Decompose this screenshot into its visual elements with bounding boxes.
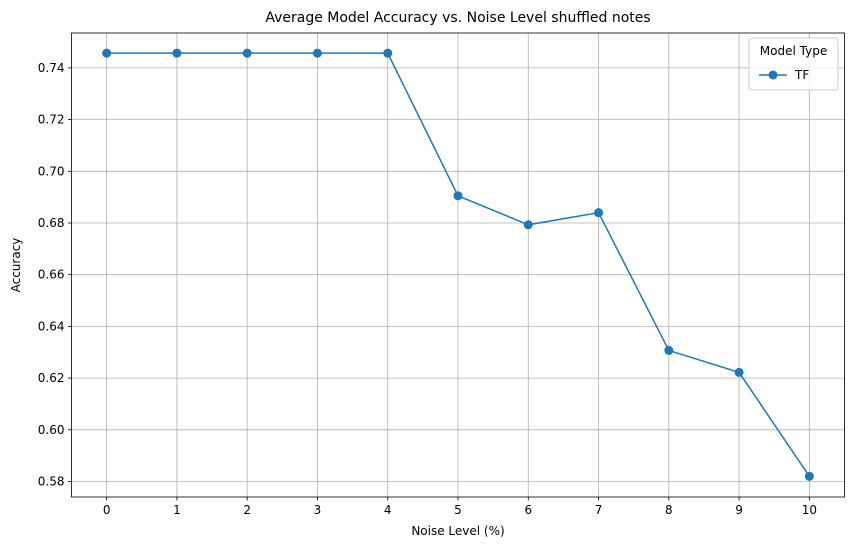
x-tick-label: 9 bbox=[735, 503, 743, 517]
legend-title: Model Type bbox=[760, 44, 827, 58]
y-tick-label: 0.62 bbox=[38, 371, 65, 385]
x-axis-label: Noise Level (%) bbox=[411, 524, 504, 538]
y-axis-ticks: 0.58 0.60 0.62 0.64 0.66 0.68 0.70 0.72 0.74 bbox=[38, 61, 72, 488]
y-tick-label: 0.64 bbox=[38, 319, 65, 333]
data-point-tf bbox=[664, 345, 674, 355]
x-tick-label: 10 bbox=[802, 503, 817, 517]
data-point-tf bbox=[102, 48, 112, 58]
series-points bbox=[102, 48, 814, 481]
grid bbox=[71, 33, 845, 497]
legend-marker-tf bbox=[768, 70, 778, 80]
x-tick-label: 6 bbox=[524, 503, 532, 517]
x-axis-ticks: 0 1 2 3 4 5 6 7 8 9 10 bbox=[103, 497, 817, 517]
data-point-tf bbox=[804, 471, 814, 481]
legend-label-tf: TF bbox=[794, 68, 809, 82]
y-axis-label: Accuracy bbox=[9, 238, 23, 293]
plot-frame bbox=[71, 32, 845, 498]
x-tick-label: 3 bbox=[314, 503, 322, 517]
data-point-tf bbox=[594, 208, 604, 218]
x-tick-label: 0 bbox=[103, 503, 111, 517]
x-tick-label: 5 bbox=[454, 503, 462, 517]
x-tick-label: 8 bbox=[665, 503, 673, 517]
y-tick-label: 0.60 bbox=[38, 423, 65, 437]
x-tick-label: 1 bbox=[173, 503, 181, 517]
data-point-tf bbox=[383, 48, 393, 58]
y-tick-label: 0.66 bbox=[38, 268, 65, 282]
data-point-tf bbox=[242, 48, 252, 58]
x-tick-label: 2 bbox=[243, 503, 251, 517]
data-point-tf bbox=[172, 48, 182, 58]
y-tick-label: 0.68 bbox=[38, 216, 65, 230]
data-point-tf bbox=[734, 367, 744, 377]
data-point-tf bbox=[523, 220, 533, 230]
data-point-tf bbox=[312, 48, 322, 58]
y-tick-label: 0.58 bbox=[38, 474, 65, 488]
chart-title: Average Model Accuracy vs. Noise Level s… bbox=[265, 10, 650, 26]
legend: Model Type TF bbox=[748, 37, 839, 91]
y-tick-label: 0.72 bbox=[38, 113, 65, 127]
x-tick-label: 7 bbox=[595, 503, 603, 517]
x-tick-label: 4 bbox=[384, 503, 392, 517]
data-point-tf bbox=[453, 191, 463, 201]
y-tick-label: 0.74 bbox=[38, 61, 65, 75]
y-tick-label: 0.70 bbox=[38, 164, 65, 178]
